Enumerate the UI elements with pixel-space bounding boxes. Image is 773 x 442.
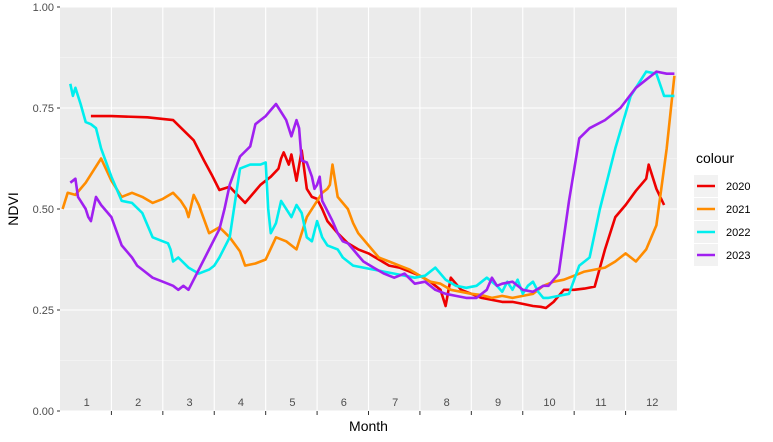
month-label: 1 [84, 397, 90, 409]
y-tick-label: 0.00 [33, 406, 54, 418]
series-line-2022 [69, 70, 675, 300]
legend-label-2020: 2020 [726, 181, 750, 193]
legend-label-2021: 2021 [726, 204, 750, 216]
month-label: 11 [595, 397, 606, 409]
gridlines [60, 6, 677, 412]
month-label: 6 [341, 397, 347, 409]
series-line-2023 [69, 70, 675, 300]
axes: 0.000.250.500.751.001 2 3 4 5 6 7 8 9 10 11 12 [33, 2, 659, 418]
y-tick-label: 0.25 [33, 305, 54, 317]
y-tick-label: 0.50 [33, 204, 54, 216]
x-axis-title: Month [349, 418, 388, 434]
month-label: 10 [543, 397, 555, 409]
month-label: 5 [289, 397, 295, 409]
legend: colour 2020 2021 2022 2023 [694, 150, 750, 266]
series-lines [61, 70, 676, 310]
month-label: 7 [392, 397, 398, 409]
series-line-2020 [90, 114, 666, 310]
legend-label-2023: 2023 [726, 250, 750, 262]
month-label: 4 [238, 397, 244, 409]
y-tick-label: 1.00 [33, 2, 54, 14]
month-label: 9 [495, 397, 501, 409]
y-tick-label: 0.75 [33, 103, 54, 115]
series-line-2021 [61, 75, 676, 300]
month-label: 3 [186, 397, 192, 409]
month-label: 12 [646, 397, 658, 409]
month-label: 2 [135, 397, 141, 409]
month-label: 8 [444, 397, 450, 409]
y-axis-title: NDVI [5, 192, 21, 225]
legend-title: colour [696, 150, 734, 166]
legend-label-2022: 2022 [726, 227, 750, 239]
